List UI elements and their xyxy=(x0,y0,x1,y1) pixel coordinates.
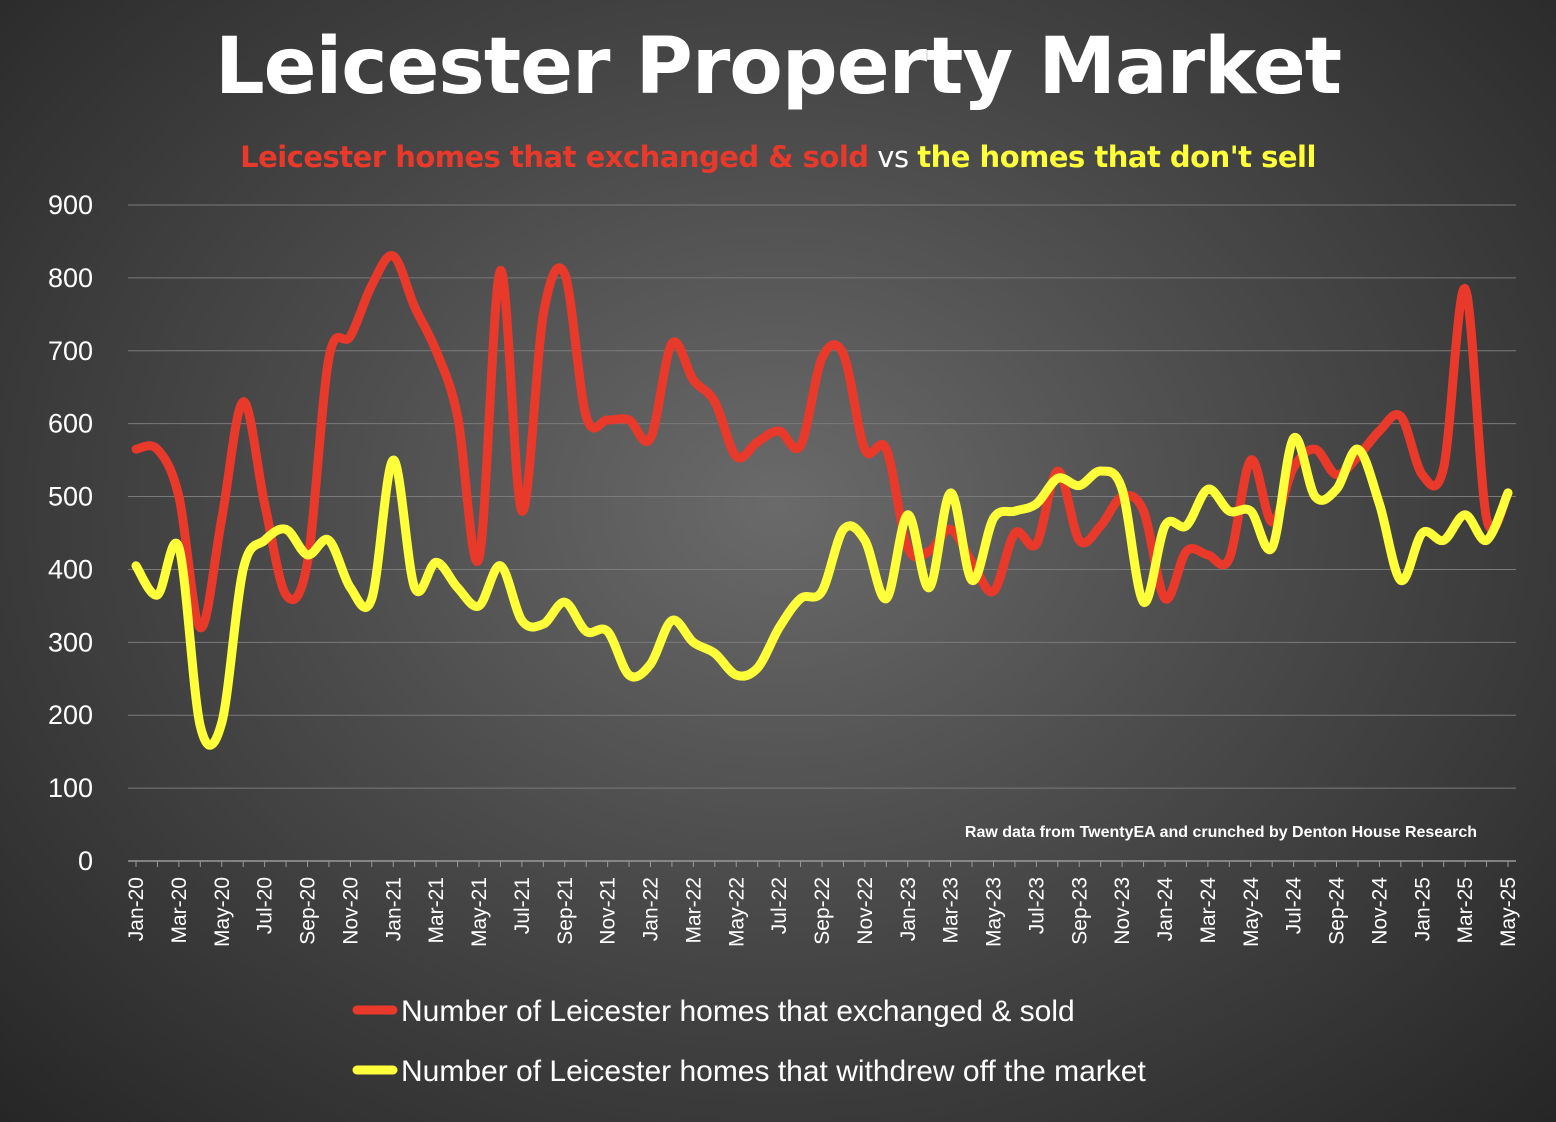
x-tick-label: Jul-24 xyxy=(1283,877,1306,935)
y-tick-label: 300 xyxy=(48,627,93,657)
y-tick-label: 200 xyxy=(48,700,93,730)
x-tick-label: Sep-20 xyxy=(297,877,320,945)
y-tick-label: 600 xyxy=(48,409,93,439)
withdrawn-series-line xyxy=(131,433,1513,750)
x-tick-label: Jan-20 xyxy=(125,877,148,941)
legend-item-withdrawn: Number of Leicester homes that withdrew … xyxy=(352,1055,1146,1088)
y-tick-label: 900 xyxy=(48,190,93,220)
x-tick-label: Jul-22 xyxy=(768,877,791,934)
y-tick-label: 400 xyxy=(48,554,93,584)
x-tick-label: Sep-23 xyxy=(1068,877,1091,945)
x-tick-label: Mar-24 xyxy=(1197,877,1220,944)
subtitle-vs: vs xyxy=(868,140,918,174)
x-tick-label: May-25 xyxy=(1497,877,1520,947)
x-tick-label: May-22 xyxy=(725,877,748,947)
x-tick-label: Jan-22 xyxy=(640,877,663,941)
x-tick-label: Nov-22 xyxy=(854,877,877,945)
x-tick-label: May-20 xyxy=(211,877,234,947)
x-tick-label: Nov-23 xyxy=(1111,877,1134,945)
gridlines xyxy=(128,204,1516,789)
subtitle-withdrawn-part: the homes that don't sell xyxy=(917,140,1316,174)
x-tick-label: Jan-24 xyxy=(1154,877,1177,942)
y-tick-label: 100 xyxy=(48,773,93,803)
legend-item-sold: Number of Leicester homes that exchanged… xyxy=(352,995,1075,1028)
x-axis: Jan-20 Mar-20 May-20 Jul-20 Sep-20 Nov-20 Jan-… xyxy=(125,860,1520,947)
y-tick-label: 800 xyxy=(48,263,93,293)
x-tick-label: Jul-21 xyxy=(511,877,534,934)
x-tick-label: Mar-23 xyxy=(940,877,963,944)
x-tick-label: Nov-24 xyxy=(1368,877,1391,945)
x-tick-label: May-21 xyxy=(468,877,491,947)
series-lines xyxy=(131,251,1513,750)
source-note: Raw data from TwentyEA and crunched by D… xyxy=(965,824,1477,841)
x-tick-label: Jul-20 xyxy=(254,877,277,934)
x-tick-label: Jan-21 xyxy=(382,877,405,941)
x-tick-label: Mar-25 xyxy=(1454,877,1477,944)
chart-title: Leicester Property Market xyxy=(214,22,1342,112)
legend-label: Number of Leicester homes that withdrew … xyxy=(401,1055,1146,1088)
x-tick-label: Sep-21 xyxy=(554,877,577,945)
legend-label: Number of Leicester homes that exchanged… xyxy=(401,995,1075,1028)
y-tick-label: 700 xyxy=(48,336,93,366)
x-tick-label: May-24 xyxy=(1240,877,1263,947)
x-tick-label: May-23 xyxy=(983,877,1006,947)
x-tick-label: Nov-21 xyxy=(597,877,620,945)
legend: Number of Leicester homes that exchanged… xyxy=(352,995,1146,1088)
x-tick-label: Jan-23 xyxy=(897,877,920,941)
y-tick-label: 500 xyxy=(48,482,93,512)
x-tick-label: Mar-21 xyxy=(425,877,448,944)
x-tick-label: Jan-25 xyxy=(1411,877,1434,941)
y-axis: 0 100 200 300 400 500 600 700 800 900 xyxy=(48,190,93,876)
x-tick-label: Mar-20 xyxy=(168,877,191,944)
x-tick-label: Sep-24 xyxy=(1326,877,1349,945)
chart-subtitle: Leicester homes that exchanged & sold vs… xyxy=(0,140,1556,174)
subtitle-sold-part: Leicester homes that exchanged & sold xyxy=(240,140,869,174)
x-tick-label: Nov-20 xyxy=(339,877,362,945)
x-tick-label: Mar-22 xyxy=(682,877,705,944)
x-tick-label: Jul-23 xyxy=(1025,877,1048,934)
x-tick-label: Sep-22 xyxy=(811,877,834,945)
y-tick-label: 0 xyxy=(78,846,93,876)
